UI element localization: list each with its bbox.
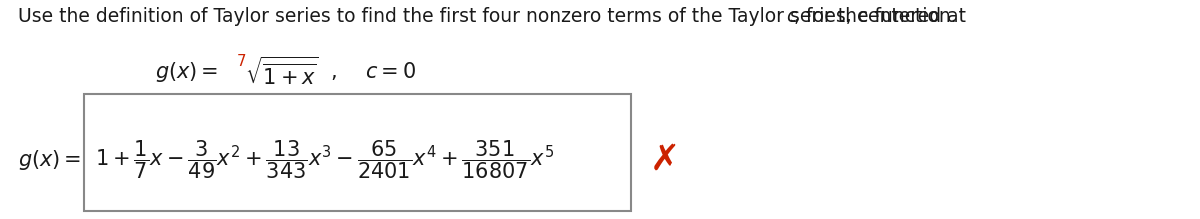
Text: $1 + \dfrac{1}{7}x - \dfrac{3}{49}x^{2} + \dfrac{13}{343}x^{3} - \dfrac{65}{2401: $1 + \dfrac{1}{7}x - \dfrac{3}{49}x^{2} … bbox=[95, 139, 554, 181]
Text: $\sqrt{\overline{1 + x}}$: $\sqrt{\overline{1 + x}}$ bbox=[245, 56, 319, 88]
Text: $g(x) = $: $g(x) = $ bbox=[155, 60, 218, 84]
Text: Use the definition of Taylor series to find the first four nonzero terms of the : Use the definition of Taylor series to f… bbox=[18, 7, 972, 26]
Text: $c = 0$: $c = 0$ bbox=[365, 62, 416, 82]
Text: 7: 7 bbox=[238, 55, 246, 69]
FancyBboxPatch shape bbox=[84, 94, 631, 211]
Text: , for the function.: , for the function. bbox=[794, 7, 956, 26]
Text: ✗: ✗ bbox=[650, 143, 680, 177]
Text: c: c bbox=[786, 7, 797, 26]
Text: $,$: $,$ bbox=[330, 62, 337, 82]
Text: $g(x) =$: $g(x) =$ bbox=[18, 148, 82, 172]
